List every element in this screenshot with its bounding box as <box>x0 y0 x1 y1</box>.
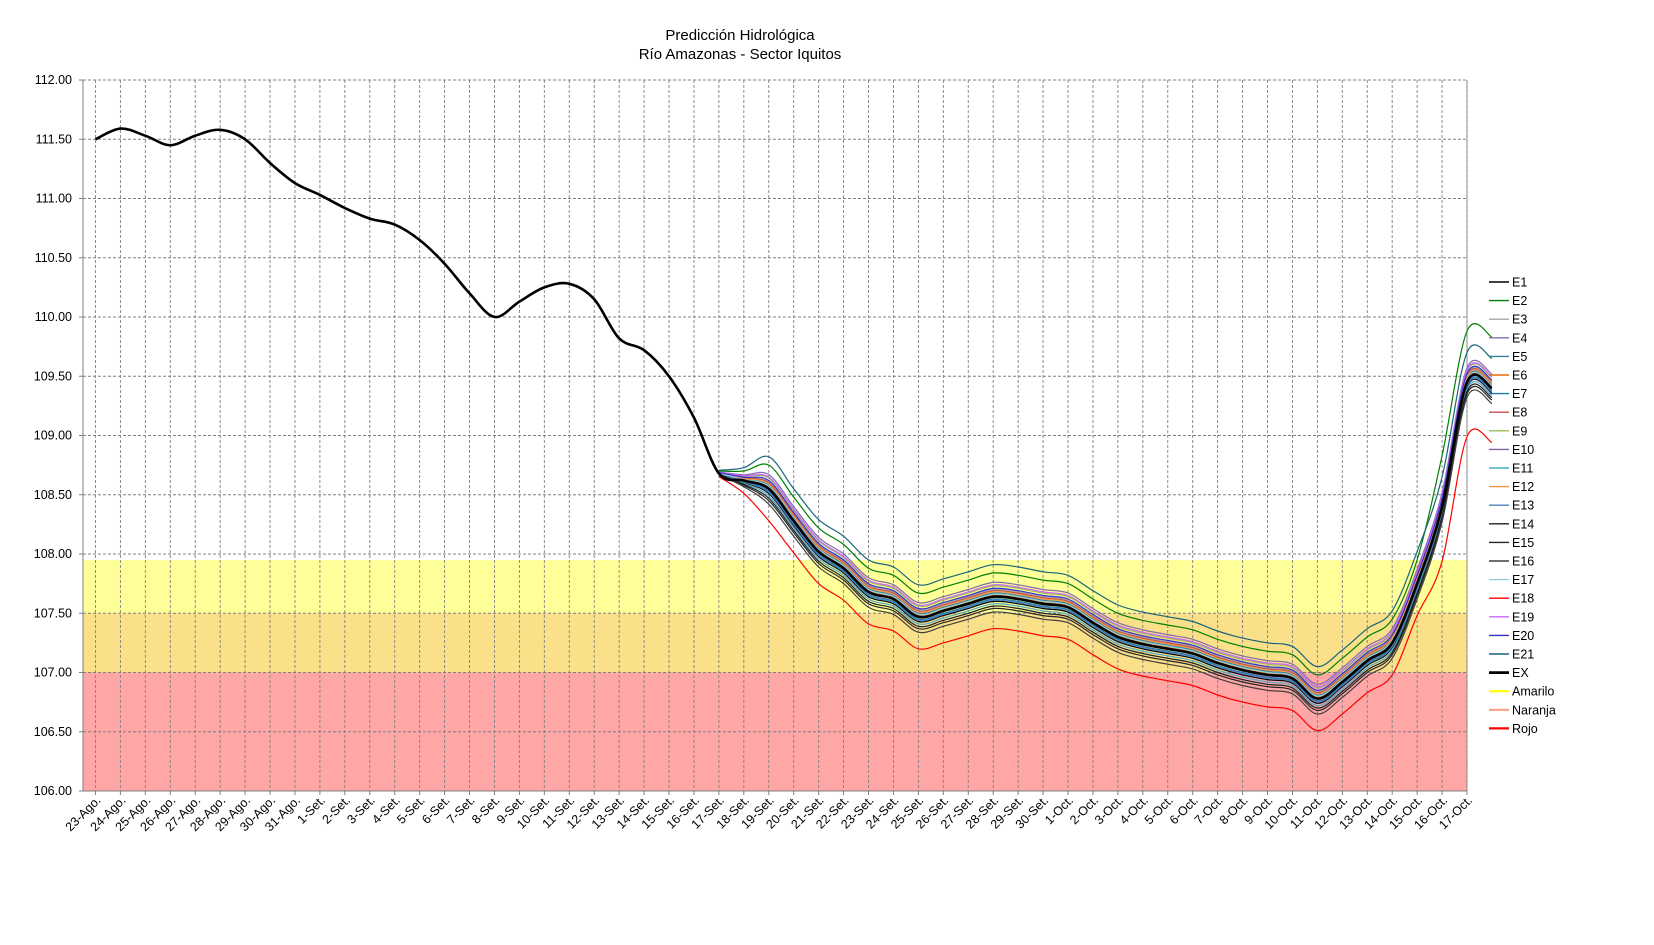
y-tick-label: 112.00 <box>35 73 72 87</box>
series-line-e17 <box>718 371 1493 697</box>
series-line-e5 <box>718 370 1493 696</box>
legend-label-e7: E7 <box>1512 387 1527 401</box>
series-line-e18 <box>718 428 1493 732</box>
legend-label-e16: E16 <box>1512 555 1534 569</box>
series-line-e13 <box>718 377 1493 703</box>
band-amarilo <box>83 559 1467 614</box>
legend-label-e8: E8 <box>1512 406 1527 420</box>
legend-label-e20: E20 <box>1512 629 1534 643</box>
chart-subtitle: Río Amazonas - Sector Iquitos <box>638 46 842 63</box>
y-tick-label: 108.50 <box>34 488 72 502</box>
legend-label-e10: E10 <box>1512 443 1534 457</box>
y-tick-label: 106.00 <box>34 784 72 798</box>
series-line-e9 <box>718 363 1493 689</box>
series-line-e11 <box>718 381 1493 707</box>
y-tick-label: 109.00 <box>34 429 72 443</box>
series-line-e21 <box>718 344 1493 668</box>
legend-label-e15: E15 <box>1512 536 1534 550</box>
legend-label-e18: E18 <box>1512 592 1534 606</box>
series-line-e12 <box>718 369 1493 695</box>
legend-label-e21: E21 <box>1512 648 1534 662</box>
legend-label-e13: E13 <box>1512 499 1534 513</box>
series-line-e19 <box>718 362 1493 688</box>
series-line-e2 <box>718 323 1493 676</box>
legend-label-e11: E11 <box>1512 462 1533 476</box>
y-tick-label: 110.00 <box>35 310 72 324</box>
legend-label-e19: E19 <box>1512 610 1534 624</box>
series-line-e7 <box>718 376 1493 702</box>
legend-label-ex: EX <box>1512 666 1529 680</box>
y-tick-label: 110.50 <box>35 251 72 265</box>
legend-label-e12: E12 <box>1512 480 1534 494</box>
y-tick-label: 111.50 <box>36 132 72 146</box>
legend-label-e6: E6 <box>1512 369 1527 383</box>
y-tick-label: 109.50 <box>34 369 72 383</box>
legend-label-naranja: Naranja <box>1512 703 1556 717</box>
legend-label-e3: E3 <box>1512 313 1527 327</box>
legend-label-e9: E9 <box>1512 424 1527 438</box>
legend-label-e1: E1 <box>1512 276 1527 290</box>
series-line-ex <box>94 127 1493 700</box>
y-axis: 106.00 106.50 107.00 107.50 108.00 108.50 109.… <box>34 73 84 798</box>
legend-label-e17: E17 <box>1512 573 1534 587</box>
series-line-e20 <box>718 365 1493 691</box>
y-tick-label: 107.50 <box>34 606 72 620</box>
legend-label-e5: E5 <box>1512 350 1527 364</box>
series-line-e8 <box>718 368 1493 694</box>
y-tick-label: 108.00 <box>34 547 72 561</box>
series-line-e14 <box>718 383 1493 709</box>
legend-label-e2: E2 <box>1512 294 1527 308</box>
series-lines <box>94 127 1493 732</box>
legend-label-e14: E14 <box>1512 517 1534 531</box>
legend-label-rojo: Rojo <box>1512 722 1538 736</box>
series-line-e4 <box>718 359 1493 685</box>
series-line-e1 <box>718 378 1493 704</box>
legend-label-e4: E4 <box>1512 331 1527 345</box>
series-line-e15 <box>718 385 1493 712</box>
legend: E1 E2 E3 E4 E5 E6 E7 E8 E9 E10 E11 E12 E13 E14 E15 E16 E… <box>1489 276 1556 736</box>
legend-label-amarilo: Amarilo <box>1512 685 1554 699</box>
y-tick-label: 111.00 <box>36 192 72 206</box>
series-line-e3 <box>718 366 1493 693</box>
chart-title: Predicción Hidrológica <box>665 27 815 44</box>
chart-title-block: Predicción Hidrológica Río Amazonas - Se… <box>0 26 1480 64</box>
y-tick-label: 106.50 <box>34 725 72 739</box>
y-tick-label: 107.00 <box>34 666 72 680</box>
band-naranja <box>83 613 1467 673</box>
series-line-e16 <box>718 389 1493 715</box>
